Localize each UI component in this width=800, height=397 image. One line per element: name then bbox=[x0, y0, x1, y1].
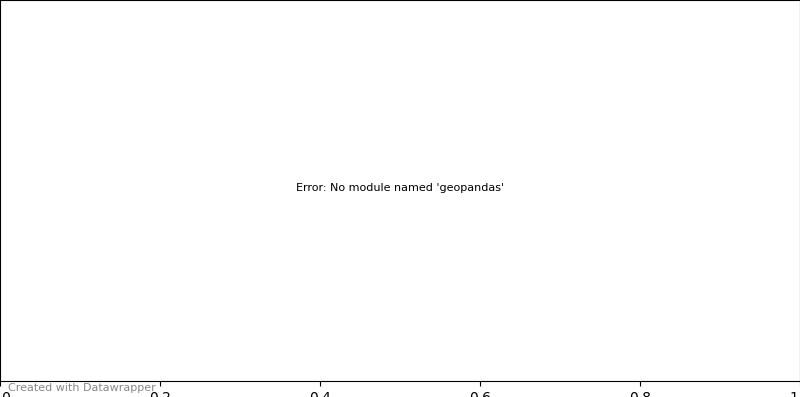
Text: Created with Datawrapper: Created with Datawrapper bbox=[8, 383, 156, 393]
Text: Error: No module named 'geopandas': Error: No module named 'geopandas' bbox=[296, 183, 504, 193]
